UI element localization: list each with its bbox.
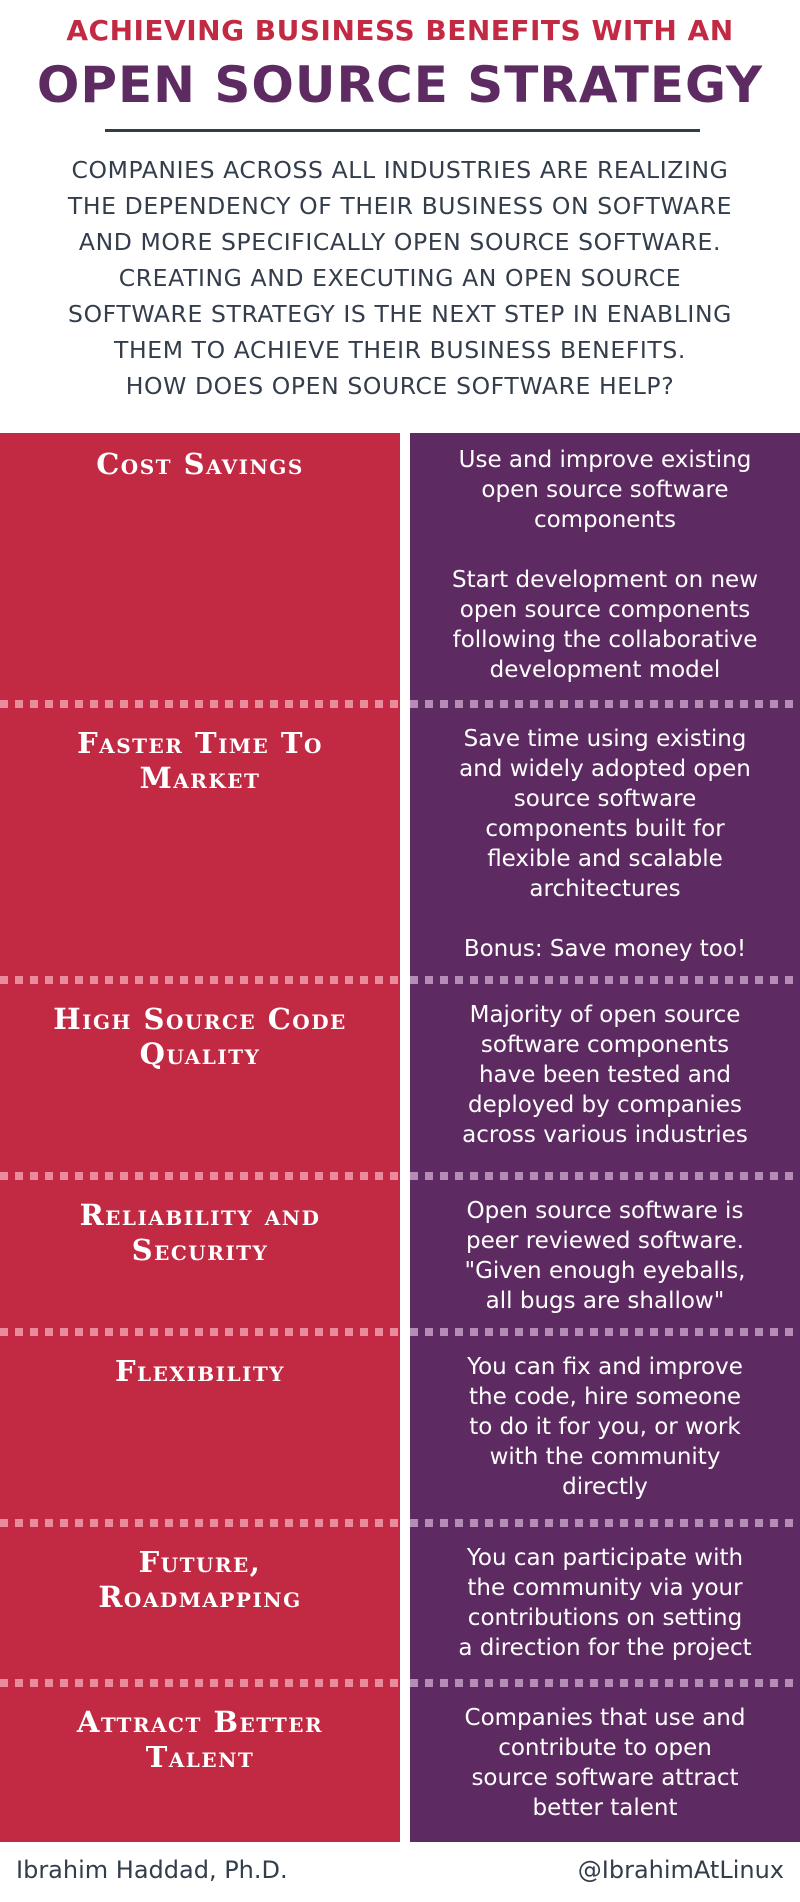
description-line: source software attract — [471, 1765, 739, 1791]
benefit-category: Reliability and Security — [0, 1198, 400, 1268]
description-line: the code, hire someone — [469, 1384, 741, 1410]
intro-line: THE DEPENDENCY OF THEIR BUSINESS ON SOFT… — [67, 192, 733, 220]
benefit-category: Cost Savings — [0, 447, 400, 482]
description-line: the community via your — [467, 1575, 743, 1601]
description-line: You can fix and improve — [467, 1354, 743, 1380]
author-name: Ibrahim Haddad, Ph.D. — [16, 1856, 288, 1884]
infographic-header: ACHIEVING BUSINESS BENEFITS WITH AN OPEN… — [0, 0, 800, 433]
description-line: contributions on setting — [467, 1605, 743, 1631]
infographic-footer: Ibrahim Haddad, Ph.D. @IbrahimAtLinux — [0, 1842, 800, 1902]
benefit-category-column — [0, 433, 400, 1842]
description-line: contribute to open — [498, 1735, 712, 1761]
intro-line: SOFTWARE STRATEGY IS THE NEXT STEP IN EN… — [68, 300, 732, 328]
benefit-description: Majority of open source software compone… — [410, 1000, 800, 1150]
description-line: software components — [480, 1032, 730, 1058]
description-line: Companies that use and — [464, 1705, 746, 1731]
description-line: to do it for you, or work — [469, 1414, 741, 1440]
paragraph-gap — [410, 535, 800, 565]
benefit-description: Save time using existing and widely adop… — [410, 724, 800, 964]
category-line: Attract Better — [76, 1705, 324, 1739]
description-line: have been tested and — [478, 1062, 732, 1088]
description-line: Majority of open source — [469, 1002, 741, 1028]
description-line: a direction for the project — [458, 1635, 752, 1661]
description-line: across various industries — [462, 1122, 748, 1148]
description-line: deployed by companies — [468, 1092, 742, 1118]
intro-paragraph: COMPANIES ACROSS ALL INDUSTRIES ARE REAL… — [20, 152, 780, 404]
category-line: Security — [131, 1233, 269, 1267]
row-divider — [0, 976, 800, 984]
category-line: Cost Savings — [96, 447, 304, 481]
benefit-description: Open source software is peer reviewed so… — [410, 1196, 800, 1316]
description-line: Bonus: Save money too! — [463, 936, 747, 962]
category-line: Flexibility — [114, 1354, 286, 1388]
description-line: "Given enough eyeballs, — [464, 1258, 746, 1284]
benefit-row-high-source-code-quality: High Source Code Quality Majority of ope… — [0, 988, 800, 1172]
benefit-category: Flexibility — [0, 1354, 400, 1389]
description-line: following the collaborative — [452, 627, 758, 653]
benefit-description: Use and improve existing open source sof… — [410, 445, 800, 685]
benefit-row-flexibility: Flexibility You can fix and improve the … — [0, 1340, 800, 1520]
intro-line: THEM TO ACHIEVE THEIR BUSINESS BENEFITS. — [114, 336, 686, 364]
category-line: Market — [139, 761, 261, 795]
description-line: development model — [489, 657, 721, 683]
description-line: and widely adopted open — [459, 756, 751, 782]
description-line: directly — [562, 1474, 648, 1500]
category-line: Quality — [139, 1037, 261, 1071]
benefit-category: Attract Better Talent — [0, 1705, 400, 1775]
description-line: open source components — [459, 597, 751, 623]
description-line: Open source software is — [466, 1198, 744, 1224]
description-line: all bugs are shallow" — [485, 1288, 725, 1314]
description-line: peer reviewed software. — [466, 1228, 744, 1254]
category-line: Roadmapping — [98, 1580, 302, 1614]
title-divider — [105, 129, 700, 132]
benefit-row-reliability-and-security: Reliability and Security Open source sof… — [0, 1184, 800, 1330]
description-line: Start development on new — [451, 567, 759, 593]
description-line: You can participate with — [466, 1545, 744, 1571]
intro-line: HOW DOES OPEN SOURCE SOFTWARE HELP? — [125, 372, 675, 400]
benefit-row-future-roadmapping: Future, Roadmapping You can participate … — [0, 1531, 800, 1679]
intro-line: COMPANIES ACROSS ALL INDUSTRIES ARE REAL… — [71, 156, 729, 184]
row-divider — [0, 1679, 800, 1687]
benefit-row-faster-time-to-market: Faster Time To Market Save time using ex… — [0, 712, 800, 978]
category-line: Reliability and — [79, 1198, 321, 1232]
social-handle: @IbrahimAtLinux — [577, 1856, 784, 1884]
intro-line: CREATING AND EXECUTING AN OPEN SOURCE — [118, 264, 682, 292]
benefit-category: High Source Code Quality — [0, 1002, 400, 1072]
intro-line: AND MORE SPECIFICALLY OPEN SOURCE SOFTWA… — [78, 228, 722, 256]
benefit-category: Future, Roadmapping — [0, 1545, 400, 1615]
description-line: flexible and scalable — [487, 846, 723, 872]
benefit-row-attract-better-talent: Attract Better Talent Companies that use… — [0, 1691, 800, 1842]
infographic-kicker: ACHIEVING BUSINESS BENEFITS WITH AN — [66, 14, 734, 47]
description-line: with the community — [489, 1444, 721, 1470]
description-line: components built for — [485, 816, 725, 842]
benefit-row-cost-savings: Cost Savings Use and improve existing op… — [0, 433, 800, 700]
description-line: better talent — [532, 1795, 678, 1821]
benefit-description: Companies that use and contribute to ope… — [410, 1703, 800, 1823]
row-divider — [0, 1519, 800, 1527]
category-line: High Source Code — [53, 1002, 347, 1036]
category-line: Future, — [138, 1545, 262, 1579]
benefit-description-column — [410, 433, 800, 1842]
paragraph-gap — [410, 904, 800, 934]
benefit-description: You can participate with the community v… — [410, 1543, 800, 1663]
description-line: components — [533, 507, 677, 533]
row-divider — [0, 700, 800, 708]
description-line: Save time using existing — [463, 726, 747, 752]
description-line: architectures — [529, 876, 681, 902]
benefit-description: You can fix and improve the code, hire s… — [410, 1352, 800, 1502]
row-divider — [0, 1328, 800, 1336]
benefit-category: Faster Time To Market — [0, 726, 400, 796]
infographic-title: OPEN SOURCE STRATEGY — [36, 56, 764, 114]
category-line: Faster Time To — [77, 726, 323, 760]
row-divider — [0, 1172, 800, 1180]
category-line: Talent — [145, 1740, 255, 1774]
description-line: open source software — [481, 477, 729, 503]
description-line: Use and improve existing — [458, 447, 752, 473]
description-line: source software — [513, 786, 697, 812]
